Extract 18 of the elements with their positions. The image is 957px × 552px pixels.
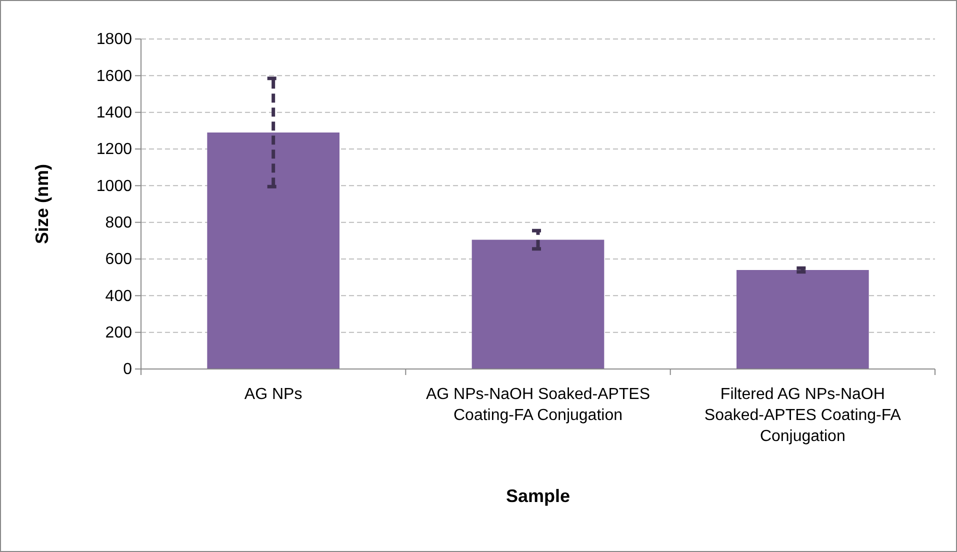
y-axis-title: Size (nm): [32, 164, 52, 244]
y-tick-label: 1600: [96, 68, 132, 85]
x-tick-label: AG NPs: [244, 386, 302, 403]
y-tick-label: 0: [123, 361, 132, 378]
bar: [736, 270, 869, 369]
y-tick-label: 400: [105, 288, 132, 305]
y-tick-label: 1200: [96, 141, 132, 158]
y-tick-label: 600: [105, 251, 132, 268]
bar: [207, 132, 340, 369]
x-tick-label: AG NPs-NaOH Soaked-APTES Coating-FA Conjugation: [426, 386, 650, 424]
y-tick-label: 1800: [96, 31, 132, 48]
y-tick-label: 200: [105, 324, 132, 342]
x-tick-label: Filtered AG NPs-NaOH Soaked-APTES Coating-FA Conjugation: [704, 386, 902, 445]
bar: [472, 240, 604, 369]
y-tick-label: 1000: [96, 178, 132, 195]
y-tick-label: 1400: [96, 104, 132, 122]
y-tick-label: 800: [105, 214, 132, 232]
x-axis-title: Sample: [506, 486, 570, 506]
